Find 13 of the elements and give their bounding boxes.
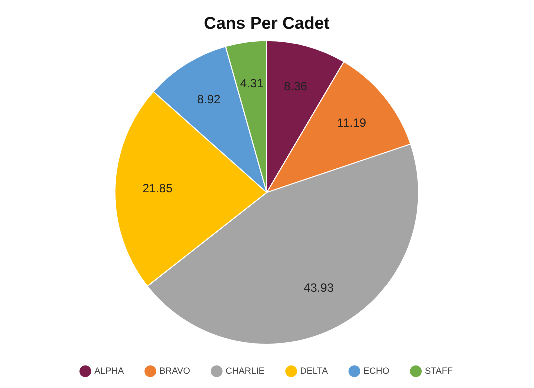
data-label: 8.36 [284, 80, 308, 94]
data-label: 4.31 [240, 76, 264, 91]
data-label: 43.93 [304, 281, 334, 296]
legend-label: DELTA [300, 366, 328, 376]
data-label: 11.19 [337, 116, 367, 130]
legend-label: CHARLIE [226, 366, 265, 376]
legend-label: BRAVO [160, 366, 190, 376]
legend-label: ECHO [364, 366, 390, 376]
chart-title: Cans Per Cadet [204, 14, 330, 33]
legend-label: ALPHA [94, 366, 124, 376]
data-label: 8.92 [197, 92, 222, 106]
legend-label: STAFF [425, 366, 454, 376]
data-label: 21.85 [142, 182, 174, 196]
